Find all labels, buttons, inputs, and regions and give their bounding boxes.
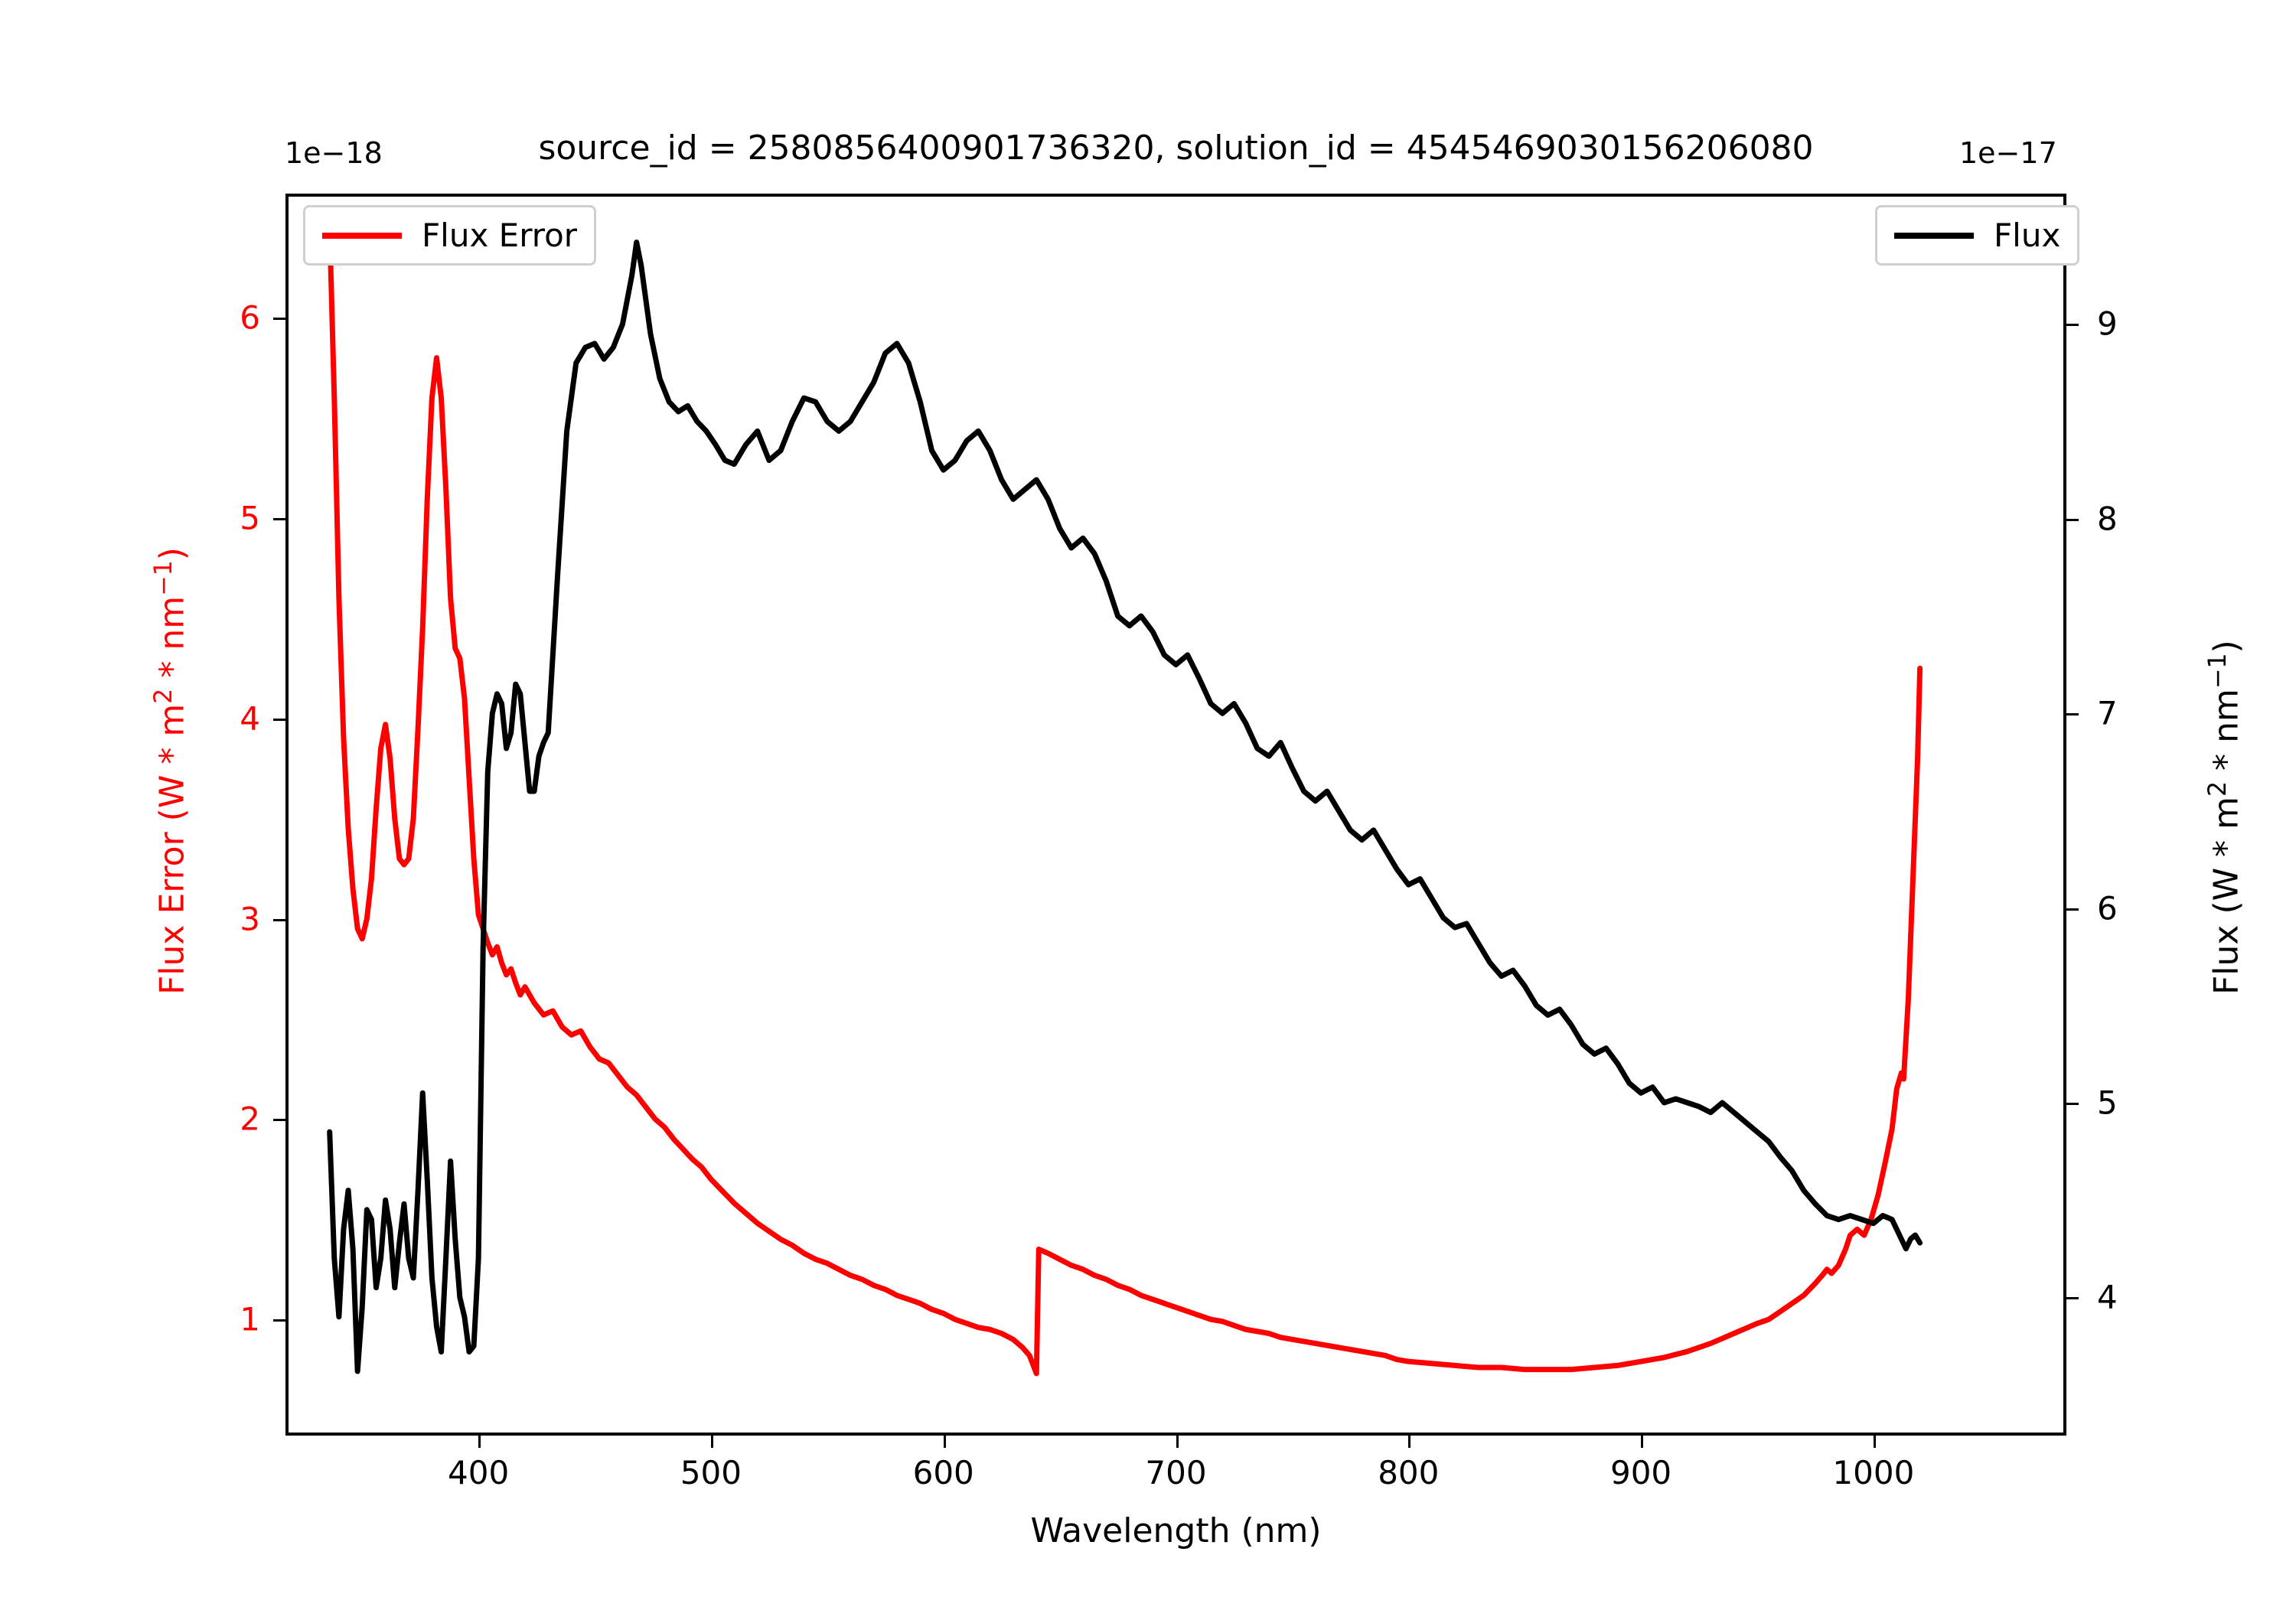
left-y-tick-mark xyxy=(273,918,285,921)
x-tick-label: 400 xyxy=(448,1454,510,1491)
right-y-tick-label: 5 xyxy=(2097,1084,2118,1122)
right-y-tick-label: 7 xyxy=(2097,694,2118,732)
left-axis-offset-label: 1e−18 xyxy=(285,136,383,170)
legend-flux-error[interactable]: Flux Error xyxy=(303,205,597,266)
chart-title: source_id = 2580856400901736320, solutio… xyxy=(538,129,1814,168)
right-y-tick-mark xyxy=(2066,908,2079,911)
left-y-tick-mark xyxy=(273,718,285,721)
right-y-tick-label: 4 xyxy=(2097,1278,2118,1316)
plot-area xyxy=(285,194,2066,1436)
x-axis-label: Wavelength (nm) xyxy=(1030,1511,1322,1550)
right-y-tick-mark xyxy=(2066,1102,2079,1105)
x-tick-mark xyxy=(1176,1436,1179,1448)
legend-line-swatch-flux xyxy=(1894,232,1974,239)
left-y-tick-label: 2 xyxy=(240,1100,260,1138)
x-tick-mark xyxy=(710,1436,713,1448)
right-y-axis-label: Flux (W * m2 * nm−1) xyxy=(2204,640,2246,995)
x-tick-label: 600 xyxy=(912,1454,974,1491)
x-tick-mark xyxy=(1641,1436,1644,1448)
x-tick-label: 900 xyxy=(1609,1454,1672,1491)
right-y-tick-label: 6 xyxy=(2097,889,2118,927)
legend-line-swatch-flux-error xyxy=(322,232,402,239)
x-tick-label: 700 xyxy=(1145,1454,1207,1491)
left-y-tick-label: 6 xyxy=(240,298,260,337)
x-tick-label: 800 xyxy=(1378,1454,1440,1491)
legend-flux[interactable]: Flux xyxy=(1875,205,2080,266)
left-y-tick-label: 1 xyxy=(240,1300,260,1338)
left-y-tick-label: 5 xyxy=(240,499,260,537)
left-y-tick-mark xyxy=(273,1319,285,1322)
x-tick-mark xyxy=(478,1436,481,1448)
x-tick-mark xyxy=(943,1436,946,1448)
left-y-tick-label: 4 xyxy=(240,699,260,738)
x-tick-label: 1000 xyxy=(1832,1454,1915,1491)
left-y-tick-label: 3 xyxy=(240,900,260,938)
right-y-tick-mark xyxy=(2066,1297,2079,1300)
right-axis-offset-label: 1e−17 xyxy=(1959,136,2057,170)
left-y-tick-mark xyxy=(273,1119,285,1122)
x-tick-label: 500 xyxy=(680,1454,742,1491)
right-y-tick-label: 9 xyxy=(2097,305,2118,343)
left-y-axis-label: Flux Error (W * m2 * nm−1) xyxy=(150,547,192,995)
left-y-tick-mark xyxy=(273,518,285,521)
x-tick-mark xyxy=(1408,1436,1411,1448)
right-y-tick-mark xyxy=(2066,324,2079,327)
right-y-tick-mark xyxy=(2066,713,2079,716)
legend-label-flux: Flux xyxy=(1994,217,2061,254)
left-y-tick-mark xyxy=(273,318,285,321)
legend-label-flux-error: Flux Error xyxy=(422,217,578,254)
right-y-tick-label: 8 xyxy=(2097,500,2118,538)
x-tick-mark xyxy=(1873,1436,1876,1448)
right-y-tick-mark xyxy=(2066,518,2079,521)
